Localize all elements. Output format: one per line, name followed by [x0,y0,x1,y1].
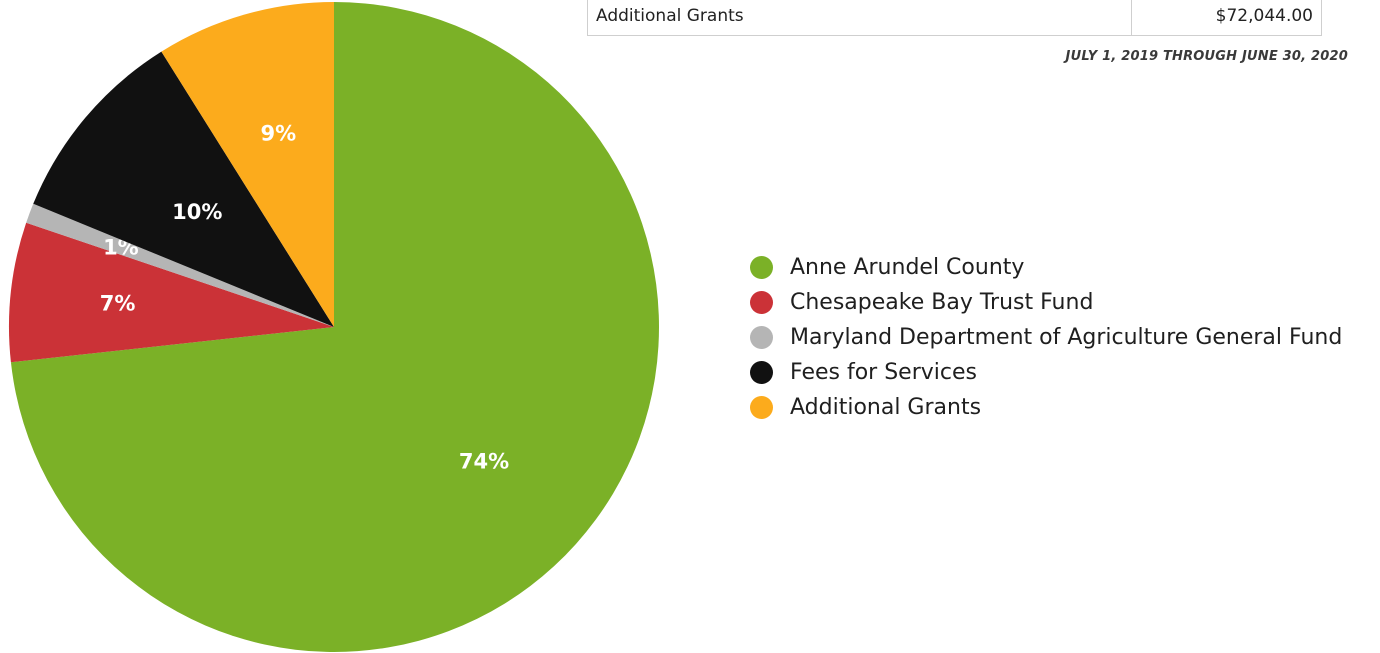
pie-slice-fees-for-services [33,51,335,328]
pie-slice-anne-arundel-county [10,2,659,652]
legend-swatch-icon [750,361,773,384]
legend-item: Maryland Department of Agriculture Gener… [750,320,1342,355]
slice-label: 10% [172,200,222,224]
legend-label: Fees for Services [790,360,977,385]
legend-swatch-icon [750,326,773,349]
slice-label: 74% [459,450,509,474]
legend-swatch-icon [750,291,773,314]
table-row-label: Additional Grants [596,6,744,26]
legend-item: Fees for Services [750,355,1342,390]
legend-item: Anne Arundel County [750,250,1342,285]
legend-swatch-icon [750,396,773,419]
pie-slice-additional-grants [161,2,334,327]
legend-swatch-icon [750,256,773,279]
legend-label: Additional Grants [790,395,982,420]
pie-slice-maryland-department-of-agriculture-general-fund [26,203,334,327]
legend-label: Maryland Department of Agriculture Gener… [790,325,1343,350]
table-row-value: $72,044.00 [1131,0,1321,35]
grants-table-row: Additional Grants $72,044.00 [587,0,1322,36]
chart-legend: Anne Arundel County Chesapeake Bay Trust … [750,250,1342,425]
legend-item: Chesapeake Bay Trust Fund [750,285,1342,320]
slice-label: 7% [100,291,136,315]
pie-chart: 74%7%1%10%9% [9,2,659,652]
legend-label: Anne Arundel County [790,255,1025,280]
legend-item: Additional Grants [750,390,1342,425]
legend-label: Chesapeake Bay Trust Fund [790,290,1094,315]
date-range-caption: JULY 1, 2019 THROUGH JUNE 30, 2020 [1065,49,1348,64]
pie-slice-chesapeake-bay-trust-fund [9,222,335,363]
slice-label: 9% [260,121,296,145]
